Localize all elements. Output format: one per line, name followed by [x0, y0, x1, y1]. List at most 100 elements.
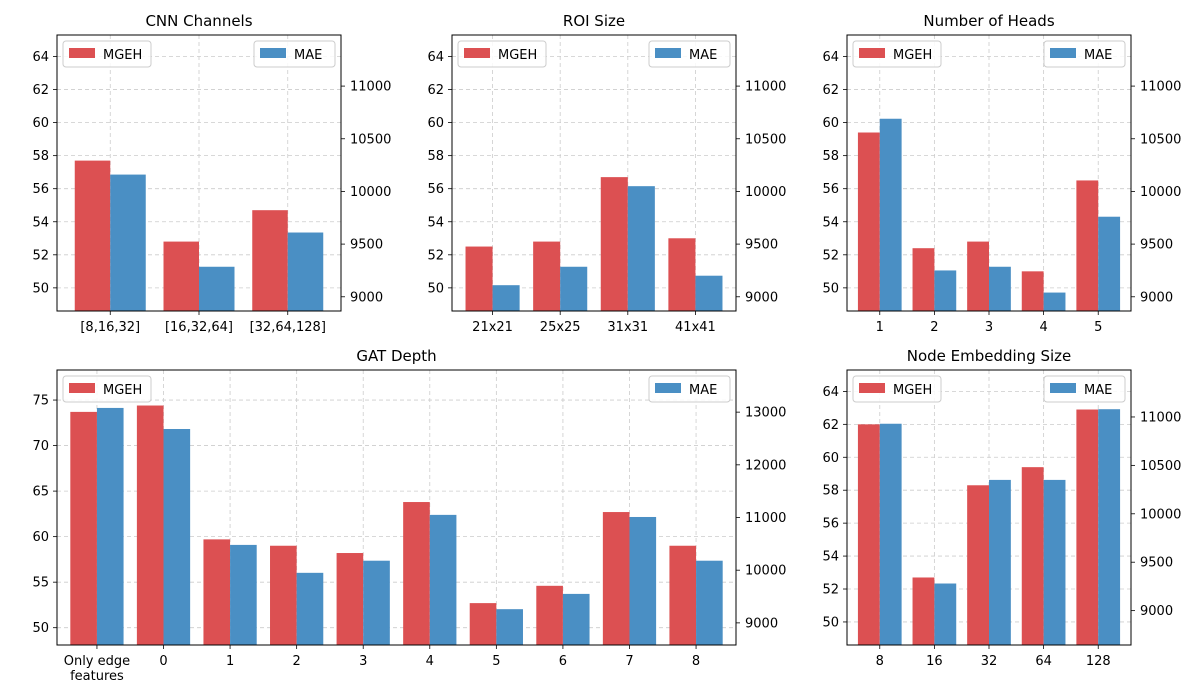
x-tick-label: 128	[1086, 654, 1111, 669]
legend-swatch-mgeh	[69, 383, 95, 393]
bar-mgeh	[533, 241, 561, 311]
bar-mgeh	[74, 160, 111, 311]
y-tick-label-left: 62	[427, 83, 444, 98]
x-tick-label: 3	[359, 654, 367, 669]
bar-mgeh	[536, 585, 563, 645]
y-tick-label-left: 60	[32, 530, 49, 545]
y-tick-label-left: 62	[822, 83, 839, 98]
legend-label-mae: MAE	[689, 48, 717, 63]
y-tick-label-left: 64	[32, 50, 49, 65]
bar-mgeh	[1021, 467, 1044, 645]
x-tick-label: 1	[876, 320, 884, 335]
y-tick-label-right: 9500	[350, 238, 383, 253]
y-tick-label-left: 62	[822, 418, 839, 433]
legend-right: MAE	[648, 375, 731, 403]
x-tick-label: [16,32,64]	[165, 320, 233, 335]
x-tick-label: 32	[981, 654, 998, 669]
y-tick-label-right: 10000	[350, 185, 391, 200]
legend-label-mae: MAE	[1084, 48, 1112, 63]
chart-title: GAT Depth	[356, 347, 436, 365]
legend-box	[1043, 40, 1126, 68]
y-tick-label-left: 60	[822, 451, 839, 466]
x-tick-label: 1	[226, 654, 234, 669]
x-tick-label: 41x41	[675, 320, 716, 335]
bar-mgeh	[403, 502, 430, 645]
x-tick-label: [32,64,128]	[250, 320, 326, 335]
y-tick-label-left: 70	[32, 439, 49, 454]
bar-mgeh	[136, 405, 164, 645]
bar-mae	[199, 266, 235, 311]
legend-box	[457, 40, 547, 68]
bar-mae	[560, 266, 588, 311]
y-tick-label-left: 54	[822, 550, 839, 565]
bar-mae	[989, 479, 1011, 645]
axes-frame	[56, 369, 737, 646]
bar-mae	[363, 560, 390, 645]
legend-right: MAE	[253, 40, 336, 68]
x-tick-label: features	[70, 669, 124, 684]
legend-swatch-mae	[655, 48, 681, 58]
legend-label-mgeh: MGEH	[893, 48, 932, 63]
bar-mae	[989, 266, 1011, 311]
y-tick-label-right: 10000	[1140, 185, 1181, 200]
x-tick-label: 31x31	[607, 320, 648, 335]
bar-mgeh	[912, 248, 935, 311]
bar-mgeh	[270, 545, 297, 645]
legend-swatch-mae	[260, 48, 286, 58]
chart-panel-4: 50 52 54 56 58 60 62 64 9000 9500 10000 10500 11000 8…	[822, 347, 1181, 669]
bar-mgeh	[252, 210, 288, 311]
y-tick-label-right: 9500	[745, 238, 778, 253]
bar-mae	[627, 186, 655, 311]
y-tick-label-right: 10000	[745, 564, 786, 579]
y-tick-label-right: 11000	[745, 80, 786, 95]
bar-mae	[562, 593, 590, 645]
bar-mgeh	[967, 485, 989, 645]
bar-mae	[496, 609, 523, 645]
axes-frame	[56, 34, 342, 312]
legend-swatch-mgeh	[859, 48, 885, 58]
x-tick-label: 64	[1035, 654, 1052, 669]
x-tick-label: 6	[559, 654, 567, 669]
y-tick-label-left: 60	[822, 116, 839, 131]
legend-label-mae: MAE	[689, 383, 717, 398]
bar-mgeh	[1076, 180, 1099, 311]
legend-left: MGEH	[852, 375, 942, 403]
y-tick-label-left: 52	[822, 248, 839, 263]
x-tick-label: [8,16,32]	[80, 320, 140, 335]
y-tick-label-left: 54	[32, 215, 49, 230]
chart-panel-3: 505560657075900010000110001200013000Only…	[32, 347, 786, 684]
bar-mae	[230, 544, 257, 645]
y-tick-label-left: 52	[822, 583, 839, 598]
chart-title: Node Embedding Size	[907, 347, 1072, 365]
y-tick-label-left: 58	[822, 149, 839, 164]
legend-label-mgeh: MGEH	[498, 48, 537, 63]
chart-title: ROI Size	[563, 12, 625, 30]
legend-left: MGEH	[852, 40, 942, 68]
legend-label-mgeh: MGEH	[103, 383, 142, 398]
bar-mae	[934, 583, 957, 645]
y-tick-label-left: 60	[32, 116, 49, 131]
legend-box	[253, 40, 336, 68]
x-tick-label: 3	[985, 320, 993, 335]
y-tick-label-right: 11000	[1140, 80, 1181, 95]
legend-swatch-mgeh	[859, 383, 885, 393]
y-tick-label-right: 12000	[745, 458, 786, 473]
legend-box	[62, 40, 152, 68]
legend-right: MAE	[1043, 40, 1126, 68]
bar-mgeh	[469, 603, 497, 645]
y-tick-label-left: 65	[32, 485, 49, 500]
bar-mae	[696, 560, 723, 645]
legend-swatch-mgeh	[69, 48, 95, 58]
y-tick-label-left: 50	[32, 621, 49, 636]
x-tick-label: 0	[159, 654, 167, 669]
x-tick-label: 4	[426, 654, 434, 669]
bar-mae	[695, 275, 723, 311]
bar-mgeh	[602, 512, 630, 645]
y-tick-label-left: 56	[427, 182, 444, 197]
x-tick-label: 2	[293, 654, 301, 669]
bar-mgeh	[336, 553, 364, 645]
y-tick-label-right: 11000	[1140, 410, 1181, 425]
bar-mgeh	[668, 238, 696, 311]
legend-label-mgeh: MGEH	[893, 383, 932, 398]
legend-swatch-mgeh	[464, 48, 490, 58]
